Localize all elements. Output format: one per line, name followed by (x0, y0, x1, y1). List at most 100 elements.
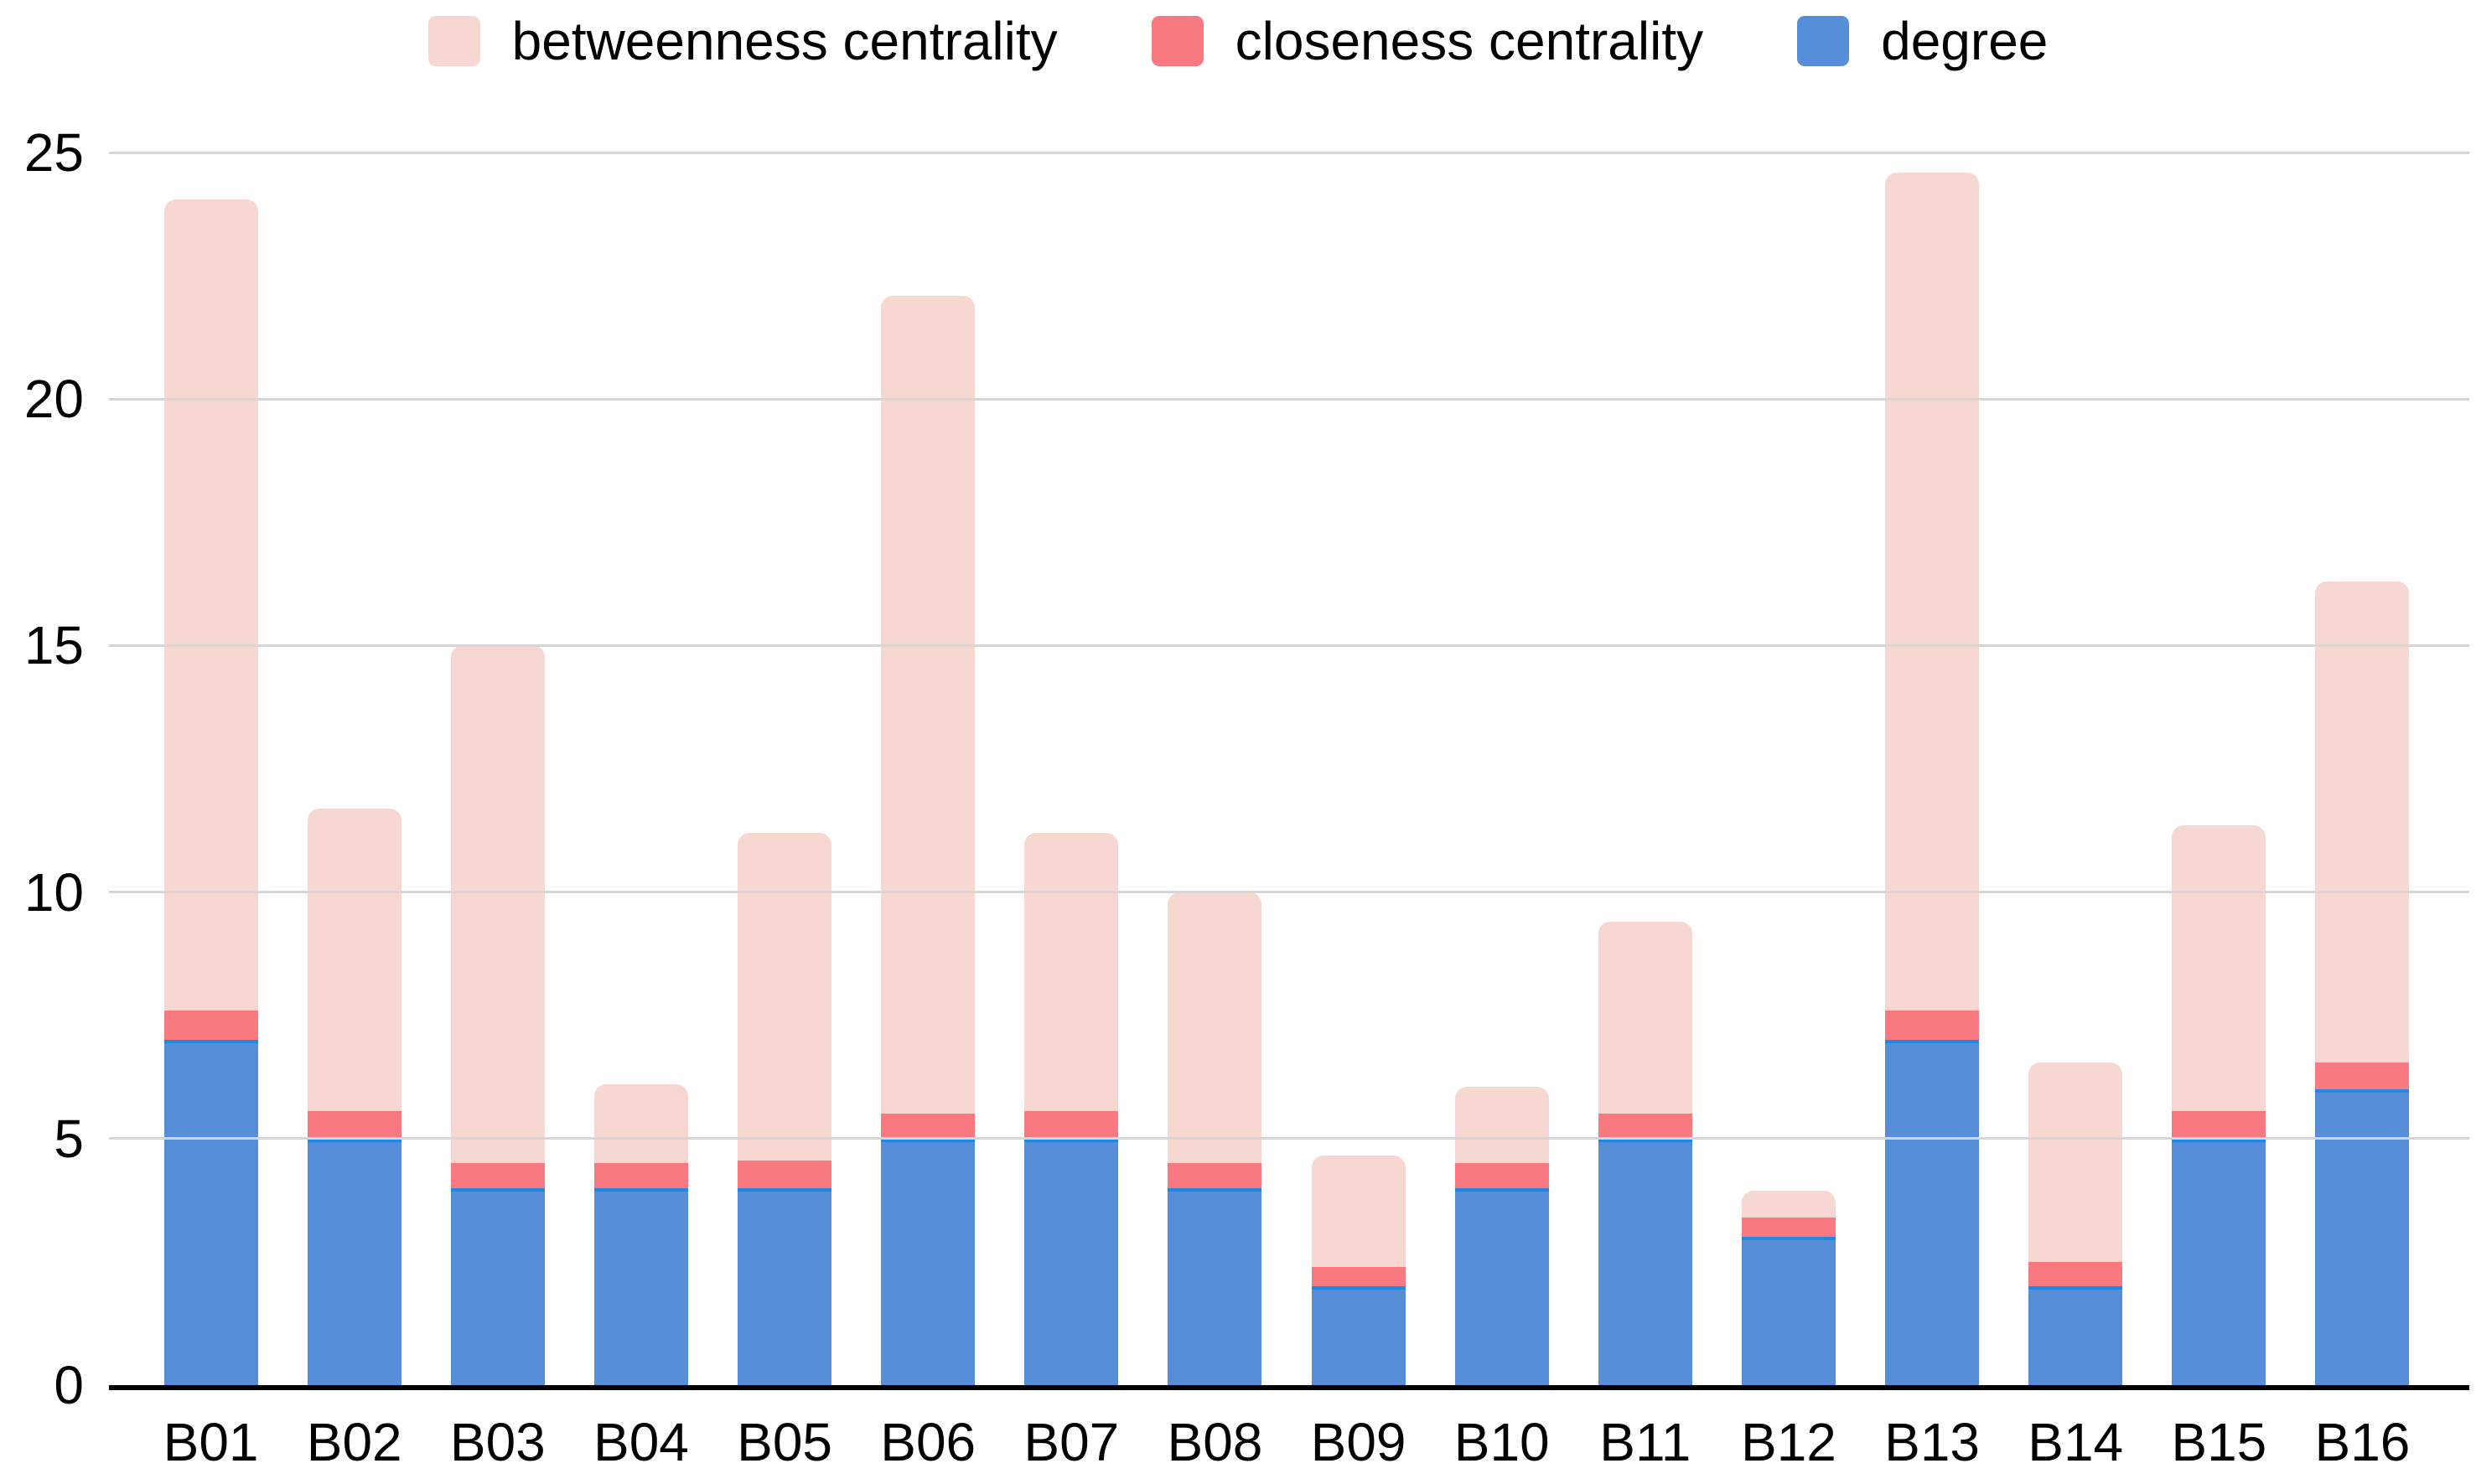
bar-segment-closeness-centrality-B12 (1741, 1217, 1836, 1238)
bar-segment-degree-B14 (2028, 1286, 2123, 1385)
bar-slot-B03 (426, 153, 569, 1385)
bar-segment-degree-B08 (1168, 1187, 1262, 1385)
bar-segment-closeness-centrality-B09 (1311, 1266, 1406, 1287)
bar-segment-betweenness-centrality-B14 (2028, 1062, 2123, 1262)
x-tick-label-B04: B04 (593, 1412, 689, 1472)
bar-B05 (738, 153, 832, 1385)
legend-label: degree (1881, 11, 2049, 71)
bar-segment-degree-B06 (881, 1138, 976, 1385)
legend-swatch-icon (1797, 16, 1850, 66)
bar-segment-betweenness-centrality-B07 (1024, 833, 1119, 1112)
bar-B03 (450, 153, 545, 1385)
bar-B06 (881, 153, 976, 1385)
x-tick-label-B05: B05 (737, 1412, 832, 1472)
bar-segment-closeness-centrality-B16 (2315, 1062, 2410, 1089)
gridline-y-10 (109, 891, 2469, 894)
bar-segment-betweenness-centrality-B09 (1311, 1156, 1406, 1267)
bar-B04 (593, 153, 688, 1385)
bar-slot-B05 (713, 153, 857, 1385)
bar-slot-B12 (1717, 153, 1860, 1385)
bar-slot-B11 (1573, 153, 1717, 1385)
bar-segment-closeness-centrality-B10 (1454, 1163, 1549, 1188)
bars-container (139, 153, 2434, 1385)
bar-segment-closeness-centrality-B01 (163, 1010, 258, 1041)
legend-label: closeness centrality (1235, 11, 1704, 71)
bar-segment-betweenness-centrality-B13 (1885, 172, 1980, 1011)
legend-swatch-icon (1151, 16, 1204, 66)
bar-B10 (1454, 153, 1549, 1385)
bar-slot-B15 (2147, 153, 2291, 1385)
x-tick-label-B01: B01 (163, 1412, 259, 1472)
plot-area: 0 5 10 15 20 25 (24, 126, 2469, 1412)
bar-segment-closeness-centrality-B05 (738, 1161, 832, 1188)
legend-swatch-icon (427, 16, 480, 66)
bar-segment-betweenness-centrality-B15 (2172, 825, 2266, 1112)
bar-segment-betweenness-centrality-B04 (593, 1084, 688, 1164)
bar-segment-closeness-centrality-B15 (2172, 1111, 2266, 1139)
bar-segment-closeness-centrality-B08 (1168, 1163, 1262, 1188)
legend-label: betweenness centrality (511, 11, 1058, 71)
x-axis-labels: B01 B02 B03 B04 B05 B06 B07 B08 B09 B10 B11 B12 B13 B… (139, 1406, 2434, 1478)
bar-segment-betweenness-centrality-B05 (738, 833, 832, 1161)
gridline-y-25 (109, 151, 2469, 154)
bar-segment-closeness-centrality-B07 (1024, 1111, 1119, 1139)
bar-B07 (1024, 153, 1119, 1385)
x-tick-label-B03: B03 (449, 1412, 546, 1472)
bar-B08 (1168, 153, 1262, 1385)
bar-segment-degree-B04 (593, 1187, 688, 1385)
bar-slot-B13 (1861, 153, 2004, 1385)
gridline-y-20 (109, 397, 2469, 401)
bar-B02 (307, 153, 401, 1385)
bar-B01 (163, 153, 258, 1385)
bar-segment-betweenness-centrality-B02 (307, 808, 401, 1112)
y-tick-label-20: 20 (23, 369, 84, 430)
x-tick-label-B16: B16 (2314, 1412, 2411, 1472)
bar-slot-B09 (1287, 153, 1430, 1385)
bar-segment-degree-B10 (1454, 1187, 1549, 1385)
bar-B09 (1311, 153, 1406, 1385)
bar-slot-B10 (1430, 153, 1573, 1385)
gridline-y-15 (109, 644, 2469, 647)
bar-slot-B07 (1000, 153, 1143, 1385)
y-tick-label-15: 15 (23, 615, 84, 676)
y-tick-label-0: 0 (54, 1355, 84, 1415)
y-tick-label-25: 25 (23, 122, 84, 183)
x-tick-label-B10: B10 (1453, 1412, 1550, 1472)
bar-slot-B04 (569, 153, 712, 1385)
x-tick-label-B08: B08 (1167, 1412, 1263, 1472)
bar-segment-degree-B09 (1311, 1286, 1406, 1385)
bar-segment-degree-B13 (1885, 1040, 1980, 1385)
bar-segment-closeness-centrality-B13 (1885, 1010, 1980, 1041)
legend-item-betweenness-centrality: betweenness centrality (427, 11, 1058, 71)
x-tick-label-B12: B12 (1741, 1412, 1836, 1472)
bar-segment-betweenness-centrality-B08 (1168, 892, 1262, 1164)
chart-legend: betweenness centrality closeness centrali… (0, 5, 2476, 77)
legend-item-closeness-centrality: closeness centrality (1151, 11, 1704, 71)
bar-segment-closeness-centrality-B06 (881, 1114, 976, 1139)
bar-segment-closeness-centrality-B04 (593, 1163, 688, 1188)
bar-segment-closeness-centrality-B03 (450, 1163, 545, 1188)
bar-segment-degree-B02 (307, 1138, 401, 1385)
y-tick-label-5: 5 (54, 1108, 84, 1169)
bar-segment-betweenness-centrality-B11 (1598, 921, 1692, 1114)
bar-slot-B06 (857, 153, 1000, 1385)
bar-segment-closeness-centrality-B02 (307, 1111, 401, 1139)
x-tick-label-B13: B13 (1884, 1412, 1980, 1472)
bar-slot-B01 (139, 153, 282, 1385)
y-tick-label-10: 10 (23, 861, 84, 923)
x-tick-label-B11: B11 (1599, 1412, 1691, 1472)
bar-B11 (1598, 153, 1692, 1385)
bar-segment-degree-B01 (163, 1040, 258, 1385)
x-tick-label-B15: B15 (2171, 1412, 2267, 1472)
bar-segment-closeness-centrality-B14 (2028, 1261, 2123, 1287)
bar-segment-degree-B03 (450, 1187, 545, 1385)
bar-segment-betweenness-centrality-B03 (450, 645, 545, 1164)
bar-segment-betweenness-centrality-B12 (1741, 1190, 1836, 1218)
bar-segment-degree-B15 (2172, 1138, 2266, 1385)
bar-segment-closeness-centrality-B11 (1598, 1114, 1692, 1139)
bar-segment-betweenness-centrality-B06 (881, 295, 976, 1114)
bar-segment-betweenness-centrality-B10 (1454, 1087, 1549, 1164)
bar-segment-degree-B11 (1598, 1138, 1692, 1385)
bar-slot-B02 (282, 153, 426, 1385)
